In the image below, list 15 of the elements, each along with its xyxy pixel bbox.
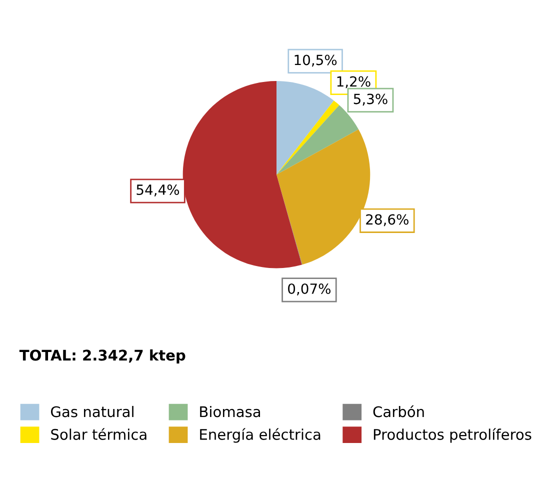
legend-label: Energía eléctrica	[200, 428, 320, 443]
legend-label: Solar térmica	[51, 428, 146, 440]
data-label: 0,07%	[288, 283, 330, 296]
legend-label: Productos petrolíferos	[374, 428, 532, 443]
data-label: 54,4%	[136, 184, 180, 196]
legend-label: Biomasa	[200, 406, 260, 418]
legend-label: Gas natural	[51, 406, 134, 418]
data-label: 1,2%	[337, 76, 370, 88]
data-label: 10,5%	[294, 54, 337, 67]
pie-slice	[276, 80, 334, 175]
data-label: 28,6%	[366, 214, 408, 226]
legend-label: Carbón	[373, 405, 424, 418]
data-label: 5,3%	[354, 94, 388, 106]
text: TOTAL: 2.342,7 ktep	[19, 349, 186, 364]
pie-slice	[276, 100, 340, 175]
